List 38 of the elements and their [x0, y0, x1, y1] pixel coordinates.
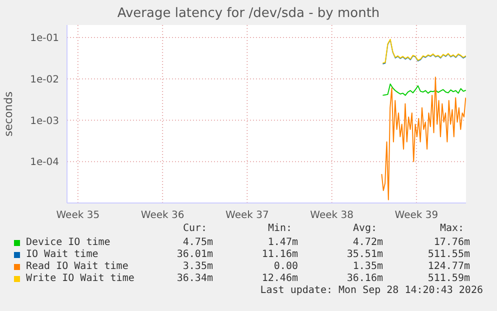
y-axis-title: seconds — [2, 91, 15, 136]
chart-title: Average latency for /dev/sda - by month — [116, 6, 381, 21]
text: 511.55m — [426, 249, 470, 260]
x-tick-label: Week 35 — [56, 210, 100, 222]
legend-label: Write IO Wait time — [26, 273, 134, 284]
text: 11.16m — [260, 249, 298, 260]
y-tick-label: 1e-02 — [30, 74, 59, 86]
text: 17.76m — [432, 237, 470, 248]
text: 36.01m — [176, 249, 213, 260]
text: 511.59m — [426, 273, 470, 284]
y-tick-label: 1e-01 — [30, 33, 59, 44]
text: 124.77m — [426, 261, 470, 272]
x-tick-label: Week 38 — [310, 210, 354, 222]
legend-label: Read IO Wait time — [26, 261, 128, 272]
text: 0.00 — [272, 261, 298, 272]
line-series — [381, 76, 466, 200]
text: 4.75m — [182, 237, 213, 248]
text: 35.51m — [346, 249, 383, 260]
text: 1.35m — [352, 261, 383, 272]
text: 3.35m — [182, 261, 213, 272]
text: 36.16m — [346, 273, 383, 284]
x-tick-label: Week 37 — [226, 210, 269, 222]
x-tick-label: Week 39 — [394, 210, 438, 222]
text: Avg: — [353, 223, 378, 234]
text: Max: — [440, 223, 466, 234]
text: Min: — [268, 223, 294, 234]
x-tick-label: Week 36 — [140, 210, 184, 222]
text: 1.47m — [266, 237, 298, 248]
text: 12.46m — [260, 273, 298, 284]
text: Last update: Mon Sep 28 14:20:43 2026 — [259, 285, 483, 296]
legend-label: IO Wait time — [26, 249, 98, 260]
text: 36.34m — [176, 273, 213, 284]
y-tick-label: 1e-03 — [30, 116, 59, 127]
legend-label: Device IO time — [26, 237, 110, 248]
text: 4.72m — [352, 237, 383, 248]
y-tick-label: 1e-04 — [30, 157, 59, 168]
line-series — [382, 84, 466, 96]
text: Cur: — [183, 223, 208, 234]
